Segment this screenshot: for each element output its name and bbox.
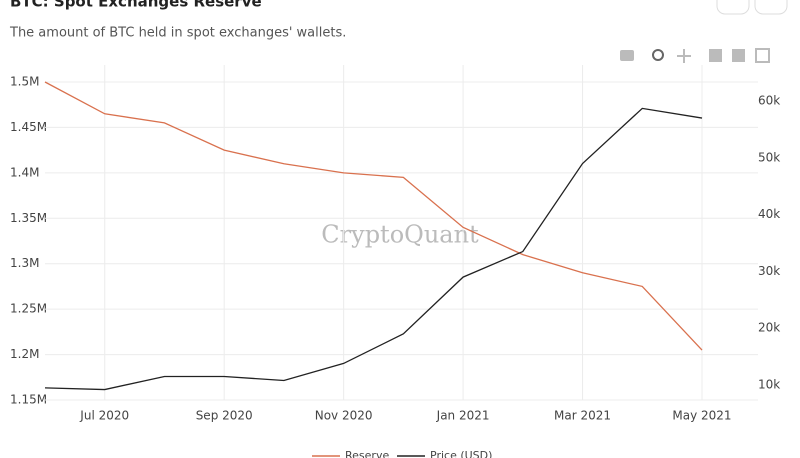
y-tick-label: 1.2M [10,347,39,361]
legend-label: Reserve [345,449,389,458]
star-button[interactable] [716,0,750,15]
x-tick-label: Sep 2020 [196,409,253,423]
toolbar [620,48,770,63]
y-tick-label: 1.15M [10,393,47,407]
y-tick-label: 1.5M [10,75,39,89]
y-tick-label: 1.4M [10,165,39,179]
zoom-out-icon[interactable] [732,49,745,62]
pan-icon[interactable] [677,49,691,63]
line [44,81,703,351]
chart-subtitle: The amount of BTC held in spot exchanges… [9,26,346,41]
y2-tick-label: 60k [758,94,780,108]
x-tick-label: Mar 2021 [554,409,611,423]
x-tick-label: Jan 2021 [436,409,490,423]
x-tick-label: May 2021 [672,409,731,423]
y2-tick-label: 20k [758,321,780,335]
chart-title: BTC: Spot Exchanges Reserve [10,0,262,11]
camera-icon[interactable] [620,50,634,61]
y2-tick-label: 40k [758,207,780,221]
y-tick-label: 1.25M [10,302,47,316]
y2-tick-label: 10k [758,378,780,392]
x-tick-label: Jul 2020 [79,409,129,423]
reset-icon[interactable] [755,48,770,63]
legend-label: Price (USD) [430,449,492,458]
bell-button[interactable] [754,0,788,15]
y-tick-label: 1.35M [10,211,47,225]
y-tick-label: 1.45M [10,120,47,134]
watermark: CryptoQuant [321,221,479,249]
line [44,107,703,391]
x-tick-label: Nov 2020 [315,409,373,423]
top-buttons [716,0,788,15]
zoom-in-icon[interactable] [709,49,722,62]
y-tick-label: 1.3M [10,256,39,270]
y2-tick-label: 30k [758,264,780,278]
zoom-icon[interactable] [652,49,664,61]
y2-tick-label: 50k [758,150,780,164]
